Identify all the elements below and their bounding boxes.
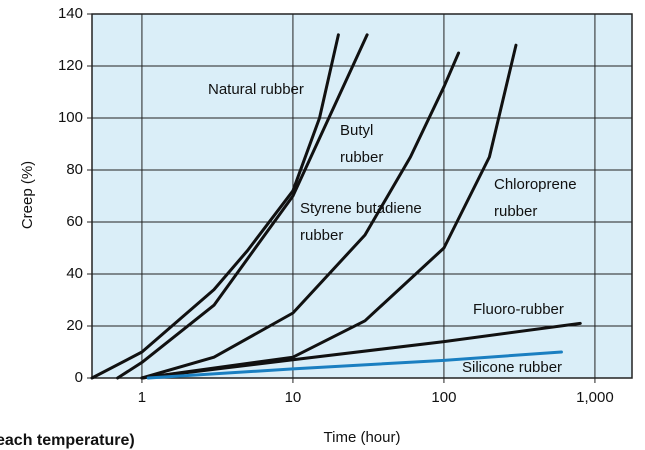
series-label: Styrene butadiene rubber [300, 200, 422, 244]
series-line [90, 33, 340, 380]
y-tick-label: 140 [58, 5, 83, 22]
x-tick-label: 1 [138, 389, 146, 406]
x-tick-label: 10 [285, 389, 302, 406]
series-label: Silicone rubber [462, 359, 563, 376]
series-label: Natural rubber [208, 81, 304, 98]
series-line [146, 350, 563, 380]
y-tick-label: 40 [66, 265, 83, 282]
y-axis-label: Creep (%) [19, 161, 36, 229]
series-label: Butyl rubber [340, 122, 384, 166]
series-line [140, 321, 582, 380]
y-tick-label: 100 [58, 109, 83, 126]
y-tick-label: 120 [58, 57, 83, 74]
y-tick-label: 0 [75, 369, 83, 386]
plot-frame [91, 13, 633, 379]
series-label: Fluoro-rubber [473, 301, 564, 318]
series-line [140, 43, 518, 380]
x-tick-label: 100 [431, 389, 456, 406]
footer-text: each temperature) [0, 432, 135, 449]
x-axis-label: Time (hour) [324, 429, 401, 446]
y-tick-label: 60 [66, 213, 83, 230]
series-line [116, 33, 369, 380]
series-label: Chloroprene rubber [494, 176, 577, 220]
series-line [140, 51, 461, 380]
x-tick-label: 1,000 [576, 389, 614, 406]
y-tick-label: 80 [66, 161, 83, 178]
y-tick-label: 20 [66, 317, 83, 334]
